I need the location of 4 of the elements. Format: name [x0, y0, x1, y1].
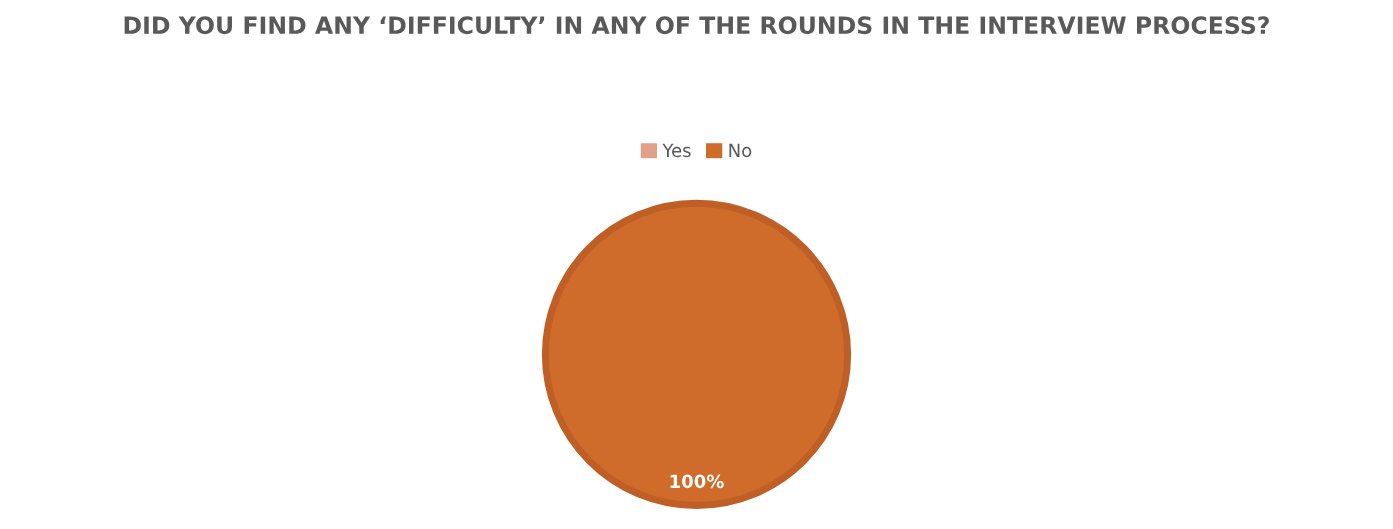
chart-title: DID YOU FIND ANY ‘DIFFICULTY’ IN ANY OF THE ROUNDS IN THE INTERVIEW PROCESS?	[124, 16, 1269, 35]
legend-label: No	[729, 143, 752, 158]
data-label: 100%	[670, 474, 724, 489]
legend-label: Yes	[662, 143, 691, 158]
